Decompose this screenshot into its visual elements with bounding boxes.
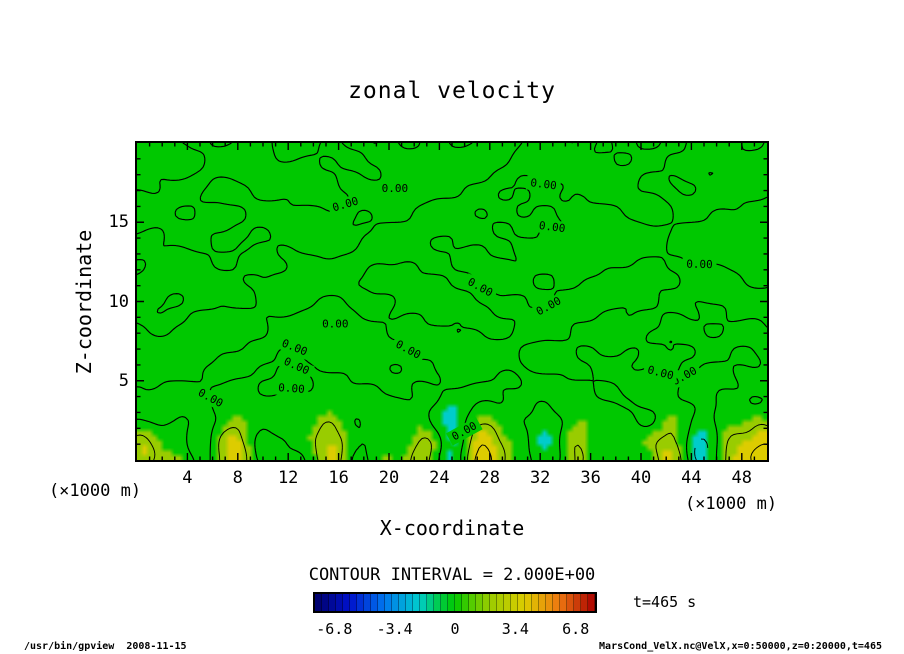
colorbar-segment [336, 594, 343, 611]
x-axis-unit: (×1000 m) [684, 494, 778, 514]
colorbar-segment [315, 594, 322, 611]
colorbar-segment [518, 594, 525, 611]
colorbar-segment [574, 594, 581, 611]
x-axis-label: X-coordinate [379, 516, 525, 540]
colorbar-segment [455, 594, 462, 611]
colorbar-segment [329, 594, 336, 611]
colorbar-segment [504, 594, 511, 611]
time-label: t=465 s [633, 593, 697, 611]
colorbar-segment [385, 594, 392, 611]
colorbar-segment [378, 594, 385, 611]
colorbar-segment [539, 594, 546, 611]
plot-title: zonal velocity [348, 78, 556, 104]
colorbar-segment [588, 594, 595, 611]
colorbar-tick-label: -6.8 [316, 620, 353, 638]
colorbar-segment [413, 594, 420, 611]
y-axis-label: Z-coordinate [72, 229, 96, 375]
colorbar-segment [434, 594, 441, 611]
colorbar-segment [406, 594, 413, 611]
x-tick-label: 36 [580, 468, 601, 488]
x-tick-label: 40 [630, 468, 652, 488]
colorbar-segment [371, 594, 378, 611]
colorbar-segment [350, 594, 357, 611]
x-tick-label: 32 [529, 468, 551, 488]
colorbar-segment [476, 594, 483, 611]
colorbar-segment [532, 594, 539, 611]
x-tick-label: 12 [277, 468, 299, 488]
colorbar-segment [364, 594, 371, 611]
contour-plot-canvas [137, 143, 767, 460]
x-tick-label: 28 [479, 468, 501, 488]
colorbar-segment [322, 594, 329, 611]
y-axis-unit: (×1000 m) [48, 481, 142, 501]
x-tick-label: 48 [731, 468, 753, 488]
colorbar-segment [525, 594, 532, 611]
x-tick-label: 8 [232, 468, 243, 488]
x-tick-label: 44 [681, 468, 702, 488]
colorbar-tick-label: 3.4 [501, 620, 529, 638]
y-tick-label: 10 [108, 291, 129, 312]
colorbar-segment [483, 594, 490, 611]
colorbar-segment [560, 594, 567, 611]
x-tick-label: 20 [378, 468, 400, 488]
colorbar-segment [553, 594, 560, 611]
colorbar-segment [357, 594, 364, 611]
colorbar [313, 592, 597, 613]
colorbar-segment [399, 594, 406, 611]
x-tick-label: 24 [429, 468, 450, 488]
y-tick-label: 15 [108, 212, 129, 233]
footer-command-path: /usr/bin/gpview 2008-11-15 [24, 641, 187, 652]
plot-frame [135, 141, 769, 462]
colorbar-segment [343, 594, 350, 611]
colorbar-segment [546, 594, 553, 611]
colorbar-tick-label: 6.8 [562, 620, 590, 638]
colorbar-segment [511, 594, 518, 611]
colorbar-tick-label: -3.4 [376, 620, 413, 638]
colorbar-segment [581, 594, 588, 611]
footer-dataset-info: MarsCond_VelX.nc@VelX,x=0:50000,z=0:2000… [599, 641, 882, 652]
colorbar-segment [462, 594, 469, 611]
colorbar-segment [497, 594, 504, 611]
colorbar-segment [448, 594, 455, 611]
contour-interval-note: CONTOUR INTERVAL = 2.000E+00 [308, 565, 596, 585]
colorbar-tick-label: 0 [450, 620, 460, 638]
colorbar-segment [469, 594, 476, 611]
colorbar-segment [441, 594, 448, 611]
x-tick-label: 4 [182, 468, 193, 488]
colorbar-segment [392, 594, 399, 611]
colorbar-segment [567, 594, 574, 611]
colorbar-segment [490, 594, 497, 611]
colorbar-segment [420, 594, 427, 611]
x-tick-label: 16 [328, 468, 349, 488]
y-tick-label: 5 [118, 370, 129, 391]
colorbar-segment [427, 594, 434, 611]
